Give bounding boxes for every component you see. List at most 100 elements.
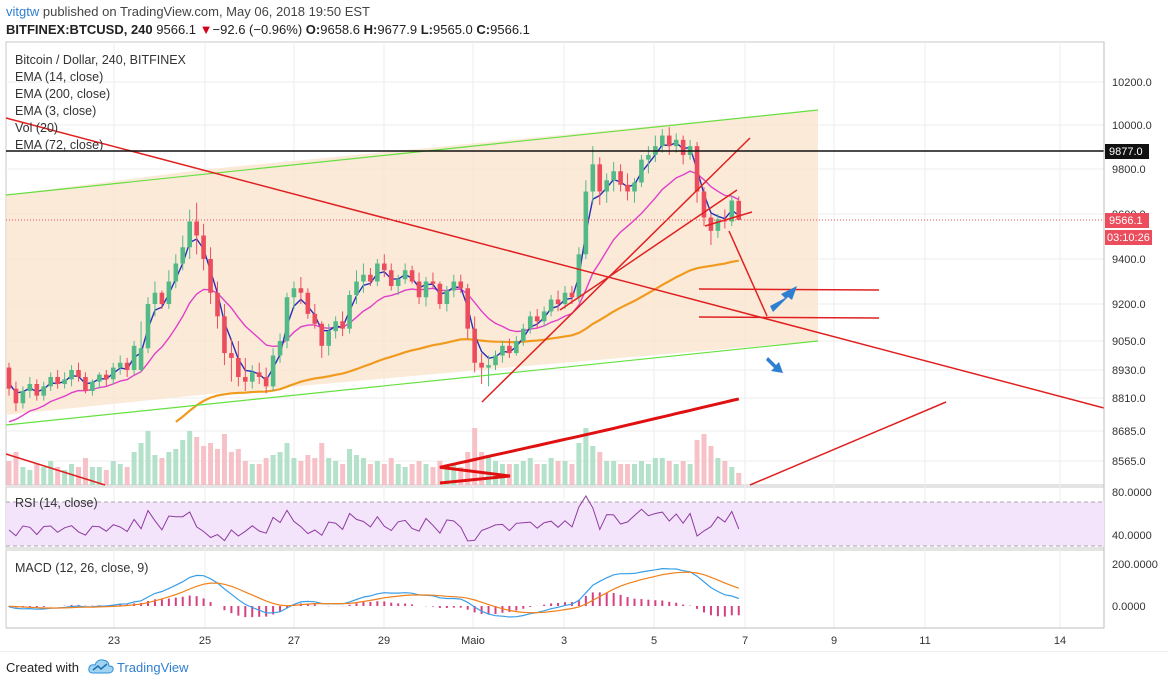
publish-line: vitgtw published on TradingView.com, May… [6, 4, 370, 19]
volume-bar [486, 455, 492, 485]
volume-bar [305, 455, 311, 485]
legend-title: Bitcoin / Dollar, 240, BITFINEX [15, 53, 186, 67]
candle-body [138, 348, 144, 370]
candle-body [694, 146, 700, 192]
candle-body [625, 184, 630, 192]
candle-body [395, 279, 401, 286]
macd-label: MACD (12, 26, close, 9) [15, 561, 149, 575]
macd-signal-line [8, 571, 740, 614]
candle-body [479, 362, 484, 368]
candle-body [493, 355, 498, 366]
candle-body [97, 374, 102, 382]
candle-body [215, 292, 220, 317]
volume-bar [534, 464, 540, 485]
candle-body [124, 362, 130, 370]
candle-body [152, 292, 158, 304]
volume-bar [152, 455, 158, 485]
candle-body [444, 290, 450, 304]
candle-body [277, 341, 283, 356]
candle-body [208, 259, 213, 293]
volume-bar [166, 452, 172, 485]
rsi-label: RSI (14, close) [15, 496, 98, 510]
candle-body [145, 304, 151, 349]
volume-bar [13, 452, 19, 485]
macd-pane [5, 549, 1105, 629]
volume-bar [194, 437, 200, 485]
volume-bar [270, 455, 276, 485]
triangle-zone [6, 110, 818, 415]
time-tick-label: 9 [831, 635, 837, 647]
volume-bar [625, 464, 631, 485]
candle-body [90, 381, 95, 391]
volume-bar [416, 461, 422, 485]
candle-body [500, 345, 505, 356]
candle-body [527, 316, 533, 329]
candle-body [430, 281, 436, 284]
volume-bar [652, 458, 658, 485]
volume-bar [569, 464, 575, 485]
pennant-lower-line [704, 211, 753, 227]
time-tick-label: 7 [742, 635, 748, 647]
volume-bar [89, 467, 95, 485]
candle-body [569, 292, 575, 298]
candle-body [375, 263, 380, 282]
candle-body [222, 316, 227, 354]
candle-body [632, 182, 637, 192]
candle-body [673, 139, 679, 147]
candle-body [243, 377, 248, 382]
volume-bar [673, 464, 679, 485]
down-arrow-icon [766, 357, 783, 373]
volume-bar [694, 440, 700, 485]
candle-body [472, 328, 477, 363]
volume-bar [173, 449, 179, 485]
volume-bar [333, 461, 339, 485]
candle-body [437, 283, 443, 304]
candle-body [514, 341, 519, 354]
volume-bar [249, 464, 255, 485]
volume-bar [409, 464, 415, 485]
candle-body [409, 270, 415, 282]
volume-bar [201, 446, 207, 485]
volume-bar [451, 464, 457, 485]
candle-body [423, 281, 429, 298]
volume-bar [6, 461, 12, 485]
legend-ema72: EMA (72, close) [15, 138, 104, 152]
candle-body [229, 353, 234, 358]
projection-down-line [728, 230, 768, 317]
high-label: H: [363, 22, 378, 37]
candle-body [604, 180, 609, 192]
created-with-text: Created with [6, 660, 79, 675]
candle-body [180, 247, 186, 264]
volume-bar [215, 449, 220, 485]
left-red-line [5, 453, 106, 486]
symbol-line: BITFINEX:BTCUSD, 240 9566.1 ▼−92.6 (−0.9… [6, 22, 530, 37]
volume-bar [708, 446, 714, 485]
tradingview-link[interactable]: TradingView [117, 660, 189, 675]
legend-ema3: EMA (3, close) [15, 104, 97, 118]
time-tick-label: 5 [651, 635, 657, 647]
candle-body [62, 379, 67, 384]
change-arrow: ▼ [199, 22, 213, 37]
macd-line [8, 567, 740, 618]
time-tick-label: 29 [378, 635, 390, 647]
chart-header: vitgtw published on TradingView.com, May… [0, 0, 1168, 42]
candle-body [55, 377, 60, 384]
price-tick-label: 10200.0 [1112, 77, 1152, 89]
rsi-tick-label: 80.0000 [1112, 487, 1152, 499]
candle-body [166, 281, 172, 304]
legend-ema14: EMA (14, close) [15, 70, 104, 84]
candle-body [20, 391, 26, 404]
tradingview-cloud-icon [88, 659, 114, 674]
volume-bar [423, 464, 429, 485]
up-arrow-icon [770, 286, 797, 312]
price-chart[interactable]: 10200.010000.09800.09600.09400.09200.090… [0, 0, 1168, 652]
horizontal-line-2 [698, 316, 880, 319]
candle-body [597, 164, 603, 192]
candle-body [263, 377, 269, 387]
countdown-label: 03:10:26 [1107, 232, 1150, 244]
candle-body [701, 191, 707, 218]
volume-bar [360, 458, 366, 485]
author-link[interactable]: vitgtw [6, 4, 40, 19]
volume-bar [228, 452, 234, 485]
volume-bar [597, 452, 603, 485]
